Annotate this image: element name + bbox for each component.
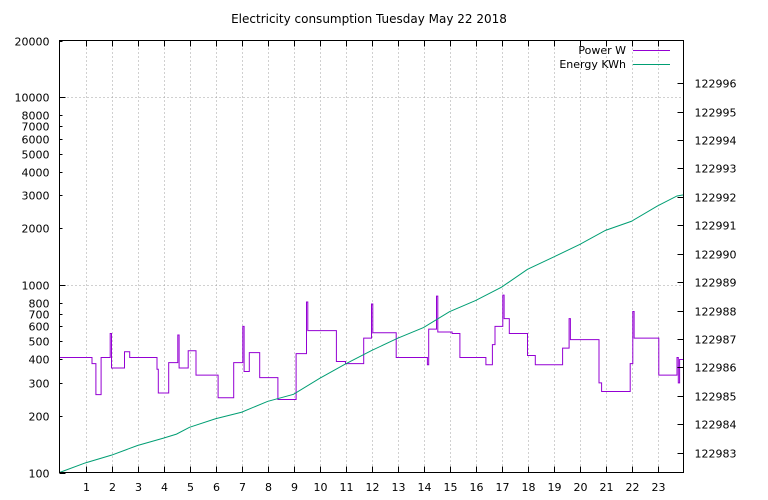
y-tick-label: 8000 [22, 110, 50, 123]
x-tick-label: 12 [366, 481, 380, 494]
y-tick-label: 6000 [22, 134, 50, 147]
y2-tick-label: 122986 [695, 362, 737, 375]
x-tick-label: 2 [109, 481, 116, 494]
x-tick-label: 6 [213, 481, 220, 494]
y-tick-label: 2000 [22, 223, 50, 236]
y-tick-label: 5000 [22, 149, 50, 162]
x-tick-label: 14 [418, 481, 432, 494]
x-tick-label: 20 [574, 481, 588, 494]
x-tick-label: 4 [161, 481, 168, 494]
axis-layer: 1 2 3 4 5 6 7 8 9 10 11 12 13 14 15 16 17 18 19 20 21 22 23100… [15, 36, 737, 495]
x-tick-label: 8 [265, 481, 272, 494]
y-tick-label: 20000 [15, 36, 50, 49]
series-line-energy [59, 194, 684, 473]
y2-tick-label: 122994 [695, 135, 737, 148]
series-line-power [59, 294, 684, 400]
x-tick-label: 22 [626, 481, 640, 494]
legend-label-power: Power W [578, 44, 626, 57]
y-tick-label: 7000 [22, 121, 50, 134]
y-tick-label: 600 [29, 321, 50, 334]
x-tick-label: 16 [470, 481, 484, 494]
y2-tick-label: 122988 [695, 306, 737, 319]
x-tick-label: 10 [314, 481, 328, 494]
grid-layer [59, 40, 684, 473]
y-tick-label: 700 [29, 309, 50, 322]
y-tick-label: 3000 [22, 190, 50, 203]
x-tick-label: 7 [239, 481, 246, 494]
y2-tick-label: 122987 [695, 334, 737, 347]
y-tick-label: 100 [29, 468, 50, 481]
x-tick-label: 21 [600, 481, 614, 494]
y-tick-label: 4000 [22, 167, 50, 180]
y2-tick-label: 122983 [695, 448, 737, 461]
y-tick-label: 300 [29, 378, 50, 391]
y-tick-label: 800 [29, 298, 50, 311]
x-tick-label: 23 [652, 481, 666, 494]
y2-tick-label: 122989 [695, 277, 737, 290]
x-tick-label: 11 [340, 481, 354, 494]
y2-tick-label: 122995 [695, 107, 737, 120]
y2-tick-label: 122984 [695, 419, 737, 432]
x-tick-label: 18 [522, 481, 536, 494]
x-tick-label: 3 [135, 481, 142, 494]
series-layer [59, 194, 684, 473]
y-tick-label: 500 [29, 336, 50, 349]
x-tick-label: 13 [392, 481, 406, 494]
x-tick-label: 17 [496, 481, 510, 494]
y-tick-label: 400 [29, 354, 50, 367]
plot-frame [59, 40, 684, 473]
y2-tick-label: 122990 [695, 249, 737, 262]
y-tick-label: 10000 [15, 92, 50, 105]
x-tick-label: 1 [83, 481, 90, 494]
y2-tick-label: 122991 [695, 220, 737, 233]
legend-label-energy: Energy KWh [559, 58, 626, 71]
y-tick-label: 200 [29, 411, 50, 424]
x-tick-label: 15 [444, 481, 458, 494]
x-tick-label: 9 [291, 481, 298, 494]
legend: Power W Energy KWh [559, 44, 670, 71]
y-tick-label: 1000 [22, 280, 50, 293]
y2-tick-label: 122985 [695, 391, 737, 404]
x-tick-label: 5 [187, 481, 194, 494]
chart-title: Electricity consumption Tuesday May 22 2… [231, 12, 507, 26]
x-tick-label: 19 [548, 481, 562, 494]
y2-tick-label: 122993 [695, 163, 737, 176]
y2-tick-label: 122992 [695, 192, 737, 205]
y2-tick-label: 122996 [695, 78, 737, 91]
